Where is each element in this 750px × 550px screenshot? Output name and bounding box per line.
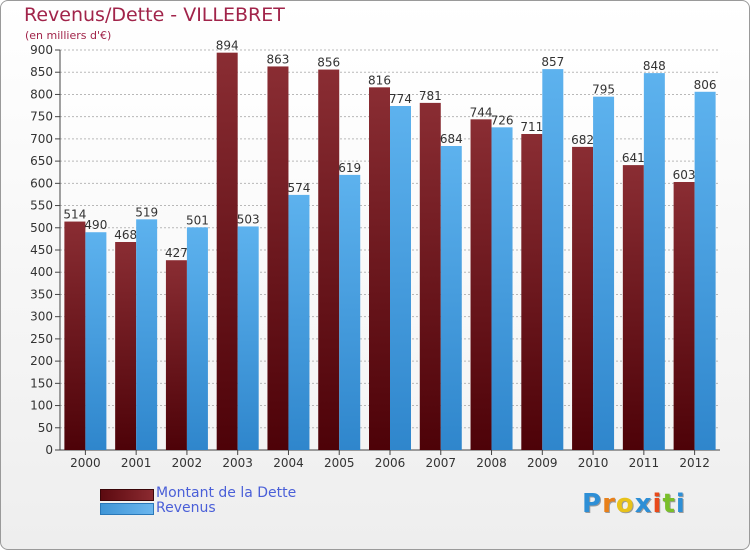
x-tick-label: 2004 <box>273 456 304 470</box>
data-label-dette: 781 <box>419 89 442 103</box>
data-label-dette: 682 <box>571 133 594 147</box>
bar-revenus <box>339 174 361 450</box>
y-tick-label: 750 <box>30 110 53 124</box>
x-tick-label: 2005 <box>324 456 355 470</box>
legend-swatch-dette <box>100 489 154 501</box>
bar-revenus <box>85 232 107 450</box>
x-tick-label: 2012 <box>679 456 710 470</box>
data-label-revenus: 519 <box>135 205 158 219</box>
y-tick-label: 450 <box>30 243 53 257</box>
data-label-revenus: 684 <box>440 132 463 146</box>
x-tick-label: 2003 <box>222 456 253 470</box>
bar-revenus <box>288 194 310 450</box>
bar-dette <box>369 87 390 450</box>
chart-title: Revenus/Dette - VILLEBRET <box>24 4 285 26</box>
y-tick-label: 650 <box>30 154 53 168</box>
logo-letter: o <box>615 489 635 519</box>
data-label-revenus: 857 <box>541 55 564 69</box>
y-tick-label: 50 <box>38 421 53 435</box>
bar-revenus <box>237 226 259 450</box>
data-label-dette: 641 <box>622 151 645 165</box>
x-tick-label: 2011 <box>629 456 660 470</box>
bar-dette <box>165 260 187 450</box>
logo-letter: P <box>582 489 603 519</box>
bar-dette <box>673 182 695 450</box>
x-tick-label: 2006 <box>375 456 406 470</box>
data-label-revenus: 503 <box>237 212 260 226</box>
data-label-dette: 514 <box>63 208 86 222</box>
bar-revenus <box>643 73 665 450</box>
x-tick-label: 2000 <box>70 456 101 470</box>
y-tick-label: 400 <box>30 265 53 279</box>
data-label-revenus: 795 <box>592 83 615 97</box>
bar-dette <box>216 52 238 451</box>
y-tick-label: 0 <box>45 443 53 457</box>
y-tick-label: 550 <box>30 199 53 213</box>
data-label-dette: 427 <box>165 246 188 260</box>
logo-letter: t <box>662 489 676 519</box>
y-tick-label: 250 <box>30 332 53 346</box>
data-label-revenus: 574 <box>288 181 311 195</box>
y-tick-label: 500 <box>30 221 53 235</box>
bar-revenus <box>440 146 462 450</box>
data-label-revenus: 501 <box>186 213 209 227</box>
data-label-dette: 711 <box>520 120 543 134</box>
logo-letter: i <box>652 489 663 519</box>
bar-revenus <box>694 91 716 451</box>
bar-dette <box>115 242 137 450</box>
bar-dette <box>318 69 340 451</box>
y-tick-label: 350 <box>30 287 53 301</box>
x-tick-label: 2002 <box>172 456 203 470</box>
data-label-revenus: 490 <box>84 218 107 232</box>
data-label-dette: 468 <box>114 228 137 242</box>
x-tick-label: 2010 <box>578 456 609 470</box>
bar-dette <box>267 66 289 450</box>
data-label-dette: 744 <box>470 105 493 119</box>
bar-revenus <box>136 219 158 450</box>
bar-dette <box>470 119 492 450</box>
legend-label-dette: Montant de la Dette <box>156 485 297 501</box>
bar-dette <box>521 134 543 450</box>
x-tick-label: 2008 <box>476 456 507 470</box>
data-label-revenus: 774 <box>389 92 412 106</box>
y-tick-label: 150 <box>30 376 53 390</box>
legend-label-revenus: Revenus <box>156 500 216 516</box>
y-tick-label: 200 <box>30 354 53 368</box>
y-tick-label: 700 <box>30 132 53 146</box>
data-label-revenus: 726 <box>491 113 514 127</box>
data-label-revenus: 619 <box>338 161 361 175</box>
bar-revenus <box>491 127 513 450</box>
bar-revenus <box>542 69 564 450</box>
bar-revenus <box>593 96 615 451</box>
data-label-dette: 863 <box>267 52 290 66</box>
y-tick-label: 300 <box>30 310 53 324</box>
bar-dette <box>64 221 86 450</box>
proxiti-logo: Proxiti <box>582 489 686 519</box>
x-tick-label: 2001 <box>121 456 152 470</box>
logo-letter: r <box>602 489 616 519</box>
bar-dette <box>419 102 441 450</box>
y-tick-label: 850 <box>30 65 53 79</box>
bar-revenus <box>186 227 208 450</box>
x-tick-label: 2009 <box>527 456 558 470</box>
data-label-dette: 856 <box>317 56 340 70</box>
data-label-dette: 603 <box>673 168 696 182</box>
logo-letter: x <box>634 489 653 519</box>
logo-letter: i <box>675 489 686 519</box>
data-label-revenus: 848 <box>643 59 666 73</box>
bar-dette <box>572 146 594 450</box>
x-tick-label: 2007 <box>425 456 456 470</box>
data-label-revenus: 806 <box>694 78 717 92</box>
y-tick-label: 600 <box>30 176 53 190</box>
data-label-dette: 894 <box>216 39 239 53</box>
chart-subtitle: (en milliers d'€) <box>25 29 112 42</box>
y-tick-label: 900 <box>30 43 53 57</box>
bar-revenus <box>390 106 411 450</box>
legend-swatch-revenus <box>100 503 154 515</box>
bar-dette <box>622 165 644 450</box>
y-tick-label: 800 <box>30 87 53 101</box>
y-tick-label: 100 <box>30 399 53 413</box>
data-label-dette: 816 <box>368 73 391 87</box>
